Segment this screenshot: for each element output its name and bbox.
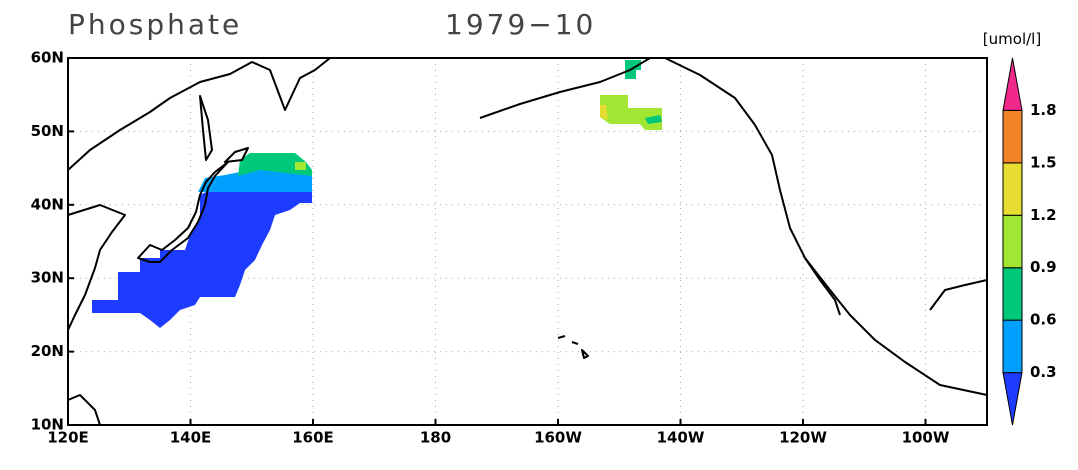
- y-tick-label: 40N: [31, 195, 64, 213]
- shaded-cell: [238, 153, 312, 176]
- colorbar-swatch: [1002, 372, 1023, 426]
- x-tick-label: 160E: [292, 429, 334, 447]
- coastline: [557, 335, 589, 359]
- x-tick-label: 180: [420, 429, 451, 447]
- x-tick-label: 140E: [170, 429, 212, 447]
- x-tick-label: 120W: [779, 429, 827, 447]
- y-tick-label: 20N: [31, 342, 64, 360]
- x-tick-label: 140W: [657, 429, 705, 447]
- colorbar: 0.3 0.6 0.9 1.2 1.5 1.8: [1002, 57, 1057, 426]
- shaded-cell: [198, 168, 312, 192]
- shaded-cell: [295, 162, 306, 170]
- shaded-cell: [645, 115, 662, 124]
- colorbar-swatch: [1002, 162, 1023, 216]
- coastline: [199, 95, 213, 161]
- x-tick-label: 120E: [47, 429, 89, 447]
- shaded-cell: [92, 190, 312, 328]
- colorbar-swatch: [1002, 109, 1023, 164]
- coastline: [929, 279, 988, 311]
- shaded-cell: [625, 60, 641, 79]
- x-tick-label: 100W: [902, 429, 950, 447]
- map-frame: [67, 57, 988, 426]
- shaded-data: [92, 60, 662, 328]
- coastline: [479, 57, 651, 119]
- unit-label: [umol/l]: [983, 30, 1041, 48]
- coastline: [804, 257, 841, 316]
- coastline: [664, 57, 988, 396]
- colorbar-swatch: [1002, 319, 1023, 374]
- y-tick-label: 60N: [31, 49, 64, 67]
- map-period: 1979−10: [445, 8, 596, 41]
- shaded-cell: [600, 105, 608, 120]
- colorbar-swatch: [1002, 57, 1023, 111]
- coastlines: [67, 57, 988, 426]
- y-tick-label: 30N: [31, 269, 64, 287]
- colorbar-label: 1.8: [1030, 101, 1057, 119]
- coastline: [67, 394, 101, 426]
- x-tick-label: 160W: [534, 429, 582, 447]
- coastline: [224, 147, 249, 163]
- colorbar-swatch: [1002, 214, 1023, 269]
- shaded-cell: [600, 95, 662, 130]
- coastline: [67, 57, 331, 171]
- colorbar-label: 0.6: [1030, 311, 1057, 329]
- colorbar-label: 1.2: [1030, 206, 1057, 224]
- y-tick-label: 50N: [31, 122, 64, 140]
- colorbar-label: 1.5: [1030, 153, 1057, 171]
- y-tick-label: 10N: [31, 416, 64, 434]
- colorbar-label: 0.9: [1030, 258, 1057, 276]
- colorbar-label: 0.3: [1030, 363, 1057, 381]
- coastline: [67, 204, 126, 331]
- map-title: Phosphate: [68, 8, 242, 41]
- colorbar-swatch: [1002, 267, 1023, 321]
